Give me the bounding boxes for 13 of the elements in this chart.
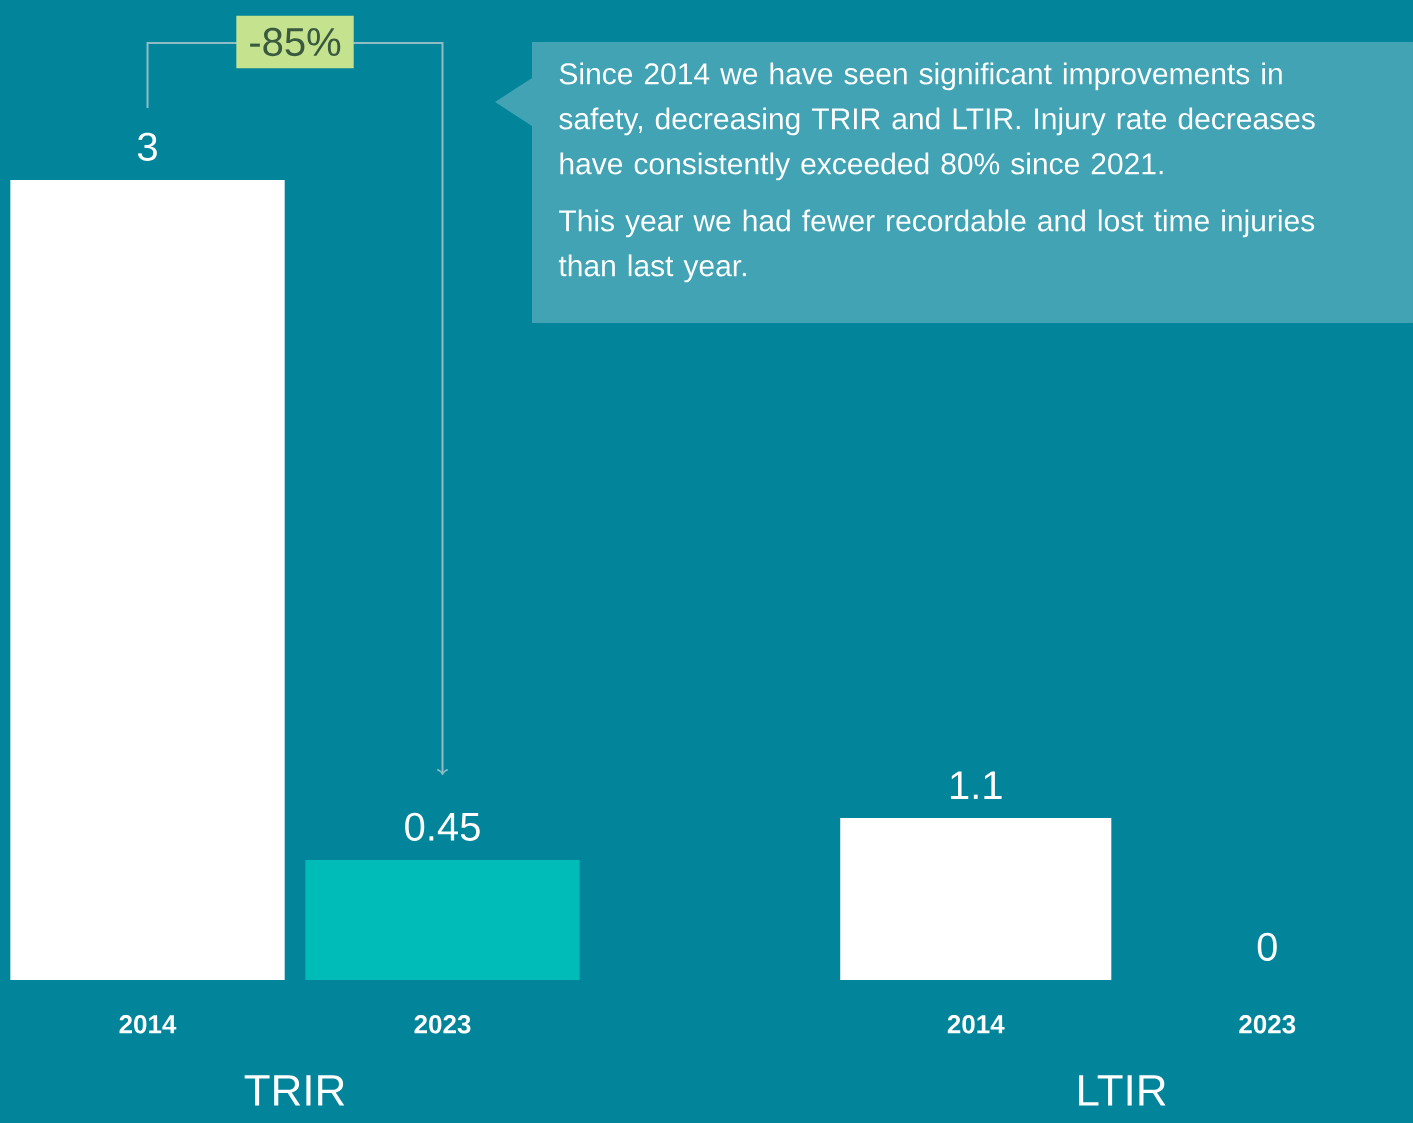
annotation: This year we had fewer recordable and lost time injuries than last year. [558, 209, 1315, 283]
x-tick-label: 2014 [947, 1015, 1005, 1034]
data-label: 3 [137, 132, 157, 161]
data-label: 0.45 [405, 812, 480, 841]
data-label: 0 [1257, 932, 1277, 961]
data-label: 1.1 [951, 771, 1002, 799]
x-tick-label: 2014 [119, 1015, 177, 1034]
text: -85% [250, 27, 341, 57]
x-tick-label: 2023 [414, 1015, 471, 1034]
x-tick-label: 2023 [1239, 1015, 1296, 1034]
x-axis-title: TRIR [244, 1075, 345, 1106]
annotation: Since 2014 we have seen significant improvements in safety, decreasing TRIR and LTIR. Injury rate decreases have consistently exceeded 80% since 2021. [559, 62, 1315, 181]
x-axis-title: LTIR [1079, 1075, 1166, 1106]
